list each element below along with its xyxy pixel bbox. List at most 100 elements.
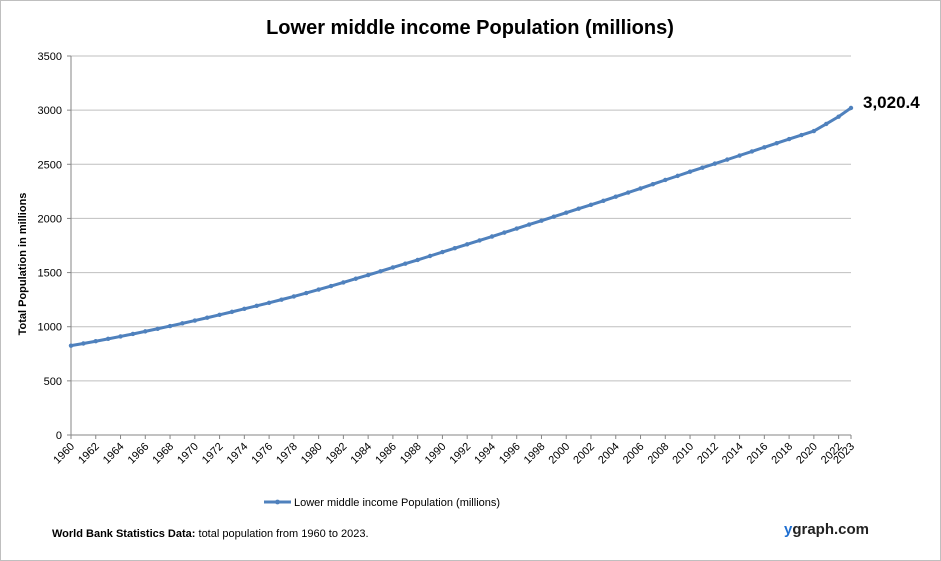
- data-point-2020: [811, 128, 817, 134]
- x-tick-label-2014: 2014: [720, 441, 746, 467]
- data-point-2011: [700, 165, 705, 170]
- source-note: World Bank Statistics Data: total popula…: [52, 528, 369, 540]
- data-point-2012: [712, 161, 718, 166]
- data-point-2002: [588, 202, 594, 207]
- data-point-1973: [229, 309, 235, 315]
- data-point-1972: [217, 312, 222, 318]
- x-tick-label-2020: 2020: [794, 441, 820, 467]
- data-point-1992: [464, 242, 470, 247]
- x-tick-label-1980: 1980: [299, 441, 325, 467]
- data-point-2010: [687, 169, 693, 174]
- x-tick-label-2010: 2010: [670, 441, 696, 467]
- data-point-1966: [143, 329, 148, 334]
- data-point-1982: [341, 280, 346, 285]
- data-point-1978: [291, 294, 297, 299]
- x-tick-label-1962: 1962: [76, 441, 102, 467]
- x-tick-label-2006: 2006: [621, 441, 647, 467]
- data-point-2000: [564, 210, 569, 215]
- data-point-1976: [266, 300, 272, 305]
- data-point-1979: [304, 290, 309, 296]
- x-tick-label-1970: 1970: [175, 441, 201, 467]
- data-point-2021: [824, 121, 829, 127]
- data-point-2013: [724, 157, 730, 162]
- data-point-1971: [204, 315, 210, 320]
- data-point-2022: [836, 114, 841, 119]
- data-point-2018: [786, 136, 792, 142]
- y-tick-label-3000: 3000: [38, 105, 62, 117]
- data-point-1993: [477, 238, 482, 243]
- data-point-2005: [625, 190, 631, 195]
- data-point-1987: [403, 261, 408, 266]
- data-point-1991: [452, 246, 458, 251]
- x-tick-label-1966: 1966: [126, 441, 152, 467]
- data-point-1981: [328, 283, 334, 289]
- x-tick-label-1992: 1992: [448, 441, 474, 467]
- y-tick-label-500: 500: [44, 376, 62, 388]
- data-point-2014: [737, 153, 742, 158]
- legend-label: Lower middle income Population (millions…: [294, 497, 500, 509]
- data-point-1961: [81, 341, 86, 346]
- data-point-1998: [539, 218, 544, 223]
- x-tick-label-1998: 1998: [522, 441, 548, 467]
- y-tick-label-2000: 2000: [38, 213, 62, 225]
- x-tick-label-1968: 1968: [150, 441, 176, 467]
- data-point-2017: [774, 140, 779, 146]
- data-point-1997: [526, 222, 532, 227]
- legend-swatch-marker: [275, 499, 280, 505]
- data-point-1988: [415, 257, 420, 263]
- x-tick-label-2016: 2016: [745, 441, 771, 467]
- y-tick-label-1500: 1500: [38, 268, 62, 280]
- data-point-1974: [242, 306, 247, 312]
- y-tick-label-3500: 3500: [38, 51, 62, 63]
- data-point-1968: [167, 323, 173, 329]
- legend: Lower middle income Population (millions…: [264, 497, 500, 509]
- data-point-1986: [390, 265, 396, 270]
- data-point-1983: [353, 276, 358, 281]
- x-tick-label-1960: 1960: [51, 441, 77, 467]
- x-tick-label-2012: 2012: [695, 441, 721, 467]
- data-point-2003: [601, 198, 606, 203]
- data-point-1995: [502, 230, 507, 235]
- data-point-2006: [638, 186, 643, 191]
- data-point-2015: [749, 149, 755, 154]
- x-tick-label-2008: 2008: [646, 441, 672, 467]
- data-point-1975: [254, 303, 259, 309]
- x-tick-label-2002: 2002: [571, 441, 597, 467]
- data-point-1969: [180, 321, 185, 326]
- data-point-2004: [613, 194, 618, 199]
- x-tick-labels: 1960196219641966196819701972197419761978…: [51, 441, 857, 467]
- x-tick-label-1982: 1982: [324, 441, 350, 467]
- data-point-1962: [93, 339, 98, 344]
- y-tick-label-0: 0: [56, 430, 62, 442]
- data-point-1994: [489, 234, 495, 239]
- data-point-1970: [192, 318, 198, 323]
- x-tick-label-1996: 1996: [497, 441, 523, 467]
- x-tick-label-1994: 1994: [472, 441, 498, 467]
- x-tick-label-2004: 2004: [596, 441, 622, 467]
- brand-logo-y: y: [784, 521, 793, 538]
- data-point-1985: [378, 269, 383, 274]
- data-point-1964: [118, 334, 123, 339]
- data-point-1960: [68, 343, 74, 348]
- data-point-2007: [650, 182, 656, 187]
- data-point-1965: [130, 331, 136, 337]
- x-tick-label-1990: 1990: [423, 441, 449, 467]
- data-point-2001: [576, 206, 581, 211]
- y-tick-label-2500: 2500: [38, 159, 62, 171]
- y-tick-label-1000: 1000: [38, 322, 62, 334]
- data-point-2019: [799, 132, 804, 138]
- data-point-1996: [514, 226, 519, 231]
- source-note-text: total population from 1960 to 2023.: [195, 528, 369, 540]
- x-tick-label-1974: 1974: [225, 441, 251, 467]
- end-value-label: 3,020.4: [863, 93, 920, 112]
- x-tick-label-1978: 1978: [274, 441, 300, 467]
- x-tick-label-1988: 1988: [398, 441, 424, 467]
- data-point-2008: [663, 177, 668, 183]
- y-axis-label: Total Population in millions: [17, 193, 29, 336]
- x-tick-label-1964: 1964: [101, 441, 127, 467]
- chart-title: Lower middle income Population (millions…: [266, 17, 674, 39]
- x-tick-label-1986: 1986: [373, 441, 399, 467]
- data-point-2016: [762, 145, 767, 150]
